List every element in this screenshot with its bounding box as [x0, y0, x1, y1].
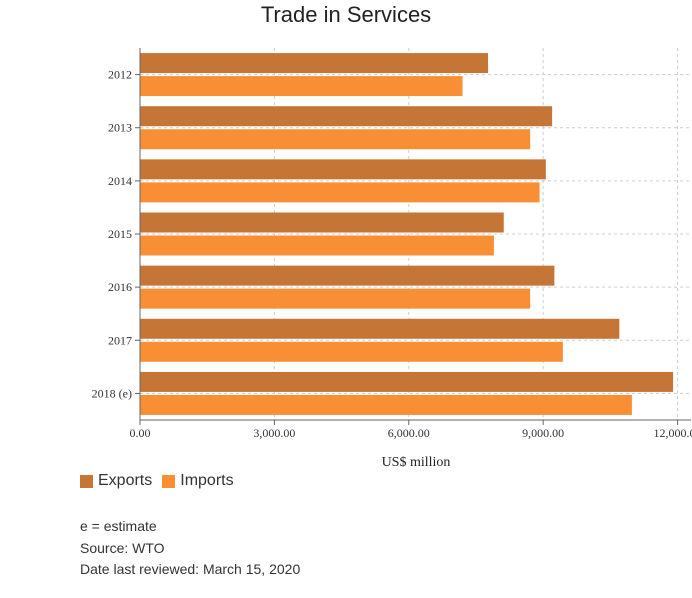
bar-imports-2016 [140, 288, 531, 309]
bar-imports-2012 [140, 76, 463, 97]
chart-title: Trade in Services [260, 2, 432, 27]
legend: Exports Imports [80, 472, 244, 490]
bar-imports-2014 [140, 182, 540, 203]
y-tick-label: 2014 [108, 174, 132, 188]
source-note: Source: WTO [80, 539, 165, 556]
legend-label-exports: Exports [98, 472, 153, 489]
estimate-note: e = estimate [80, 518, 157, 534]
bar-exports-2018e [140, 371, 674, 392]
bar-exports-2014 [140, 159, 546, 180]
x-tick-label: 9,000.00 [522, 426, 564, 440]
bar-imports-2015 [140, 235, 494, 256]
legend-swatch-exports [80, 474, 93, 488]
bar-imports-2017 [140, 341, 563, 362]
x-tick-label: 0.00 [130, 426, 151, 440]
legend-item-exports[interactable]: Exports [80, 472, 152, 490]
x-tick-label: 6,000.00 [388, 426, 430, 440]
y-tick-label: 2018 (e) [92, 386, 132, 400]
y-tick-label: 2017 [108, 333, 132, 347]
bars [140, 53, 674, 415]
bar-imports-2018e [140, 394, 632, 415]
y-tick-label: 2013 [108, 121, 132, 135]
x-tick-label: 12,000.00 [654, 426, 692, 440]
legend-item-imports[interactable]: Imports [162, 472, 234, 490]
x-tick-label: 3,000.00 [253, 426, 295, 440]
bar-exports-2012 [140, 53, 489, 74]
reviewed-note: Date last reviewed: March 15, 2020 [80, 561, 301, 577]
legend-swatch-imports [162, 474, 176, 488]
bar-exports-2016 [140, 265, 555, 286]
bar-exports-2013 [140, 106, 553, 127]
legend-label-imports: Imports [180, 472, 234, 489]
grid-lines [140, 48, 691, 420]
bar-imports-2013 [140, 129, 531, 150]
bar-chart: 2012 2013 2014 2015 2016 2017 2018 (e) 0.00 3,00… [92, 48, 692, 470]
axes: 2012 2013 2014 2015 2016 2017 2018 (e) 0.00 3,00… [92, 48, 692, 440]
chart-notes: e = estimate Source: WTO Date last revie… [80, 516, 300, 581]
y-tick-label: 2012 [108, 68, 132, 82]
x-axis-title: US$ million [382, 455, 451, 470]
y-tick-label: 2016 [108, 280, 132, 294]
bar-exports-2017 [140, 318, 620, 339]
bar-exports-2015 [140, 212, 504, 233]
y-tick-label: 2015 [108, 227, 132, 241]
